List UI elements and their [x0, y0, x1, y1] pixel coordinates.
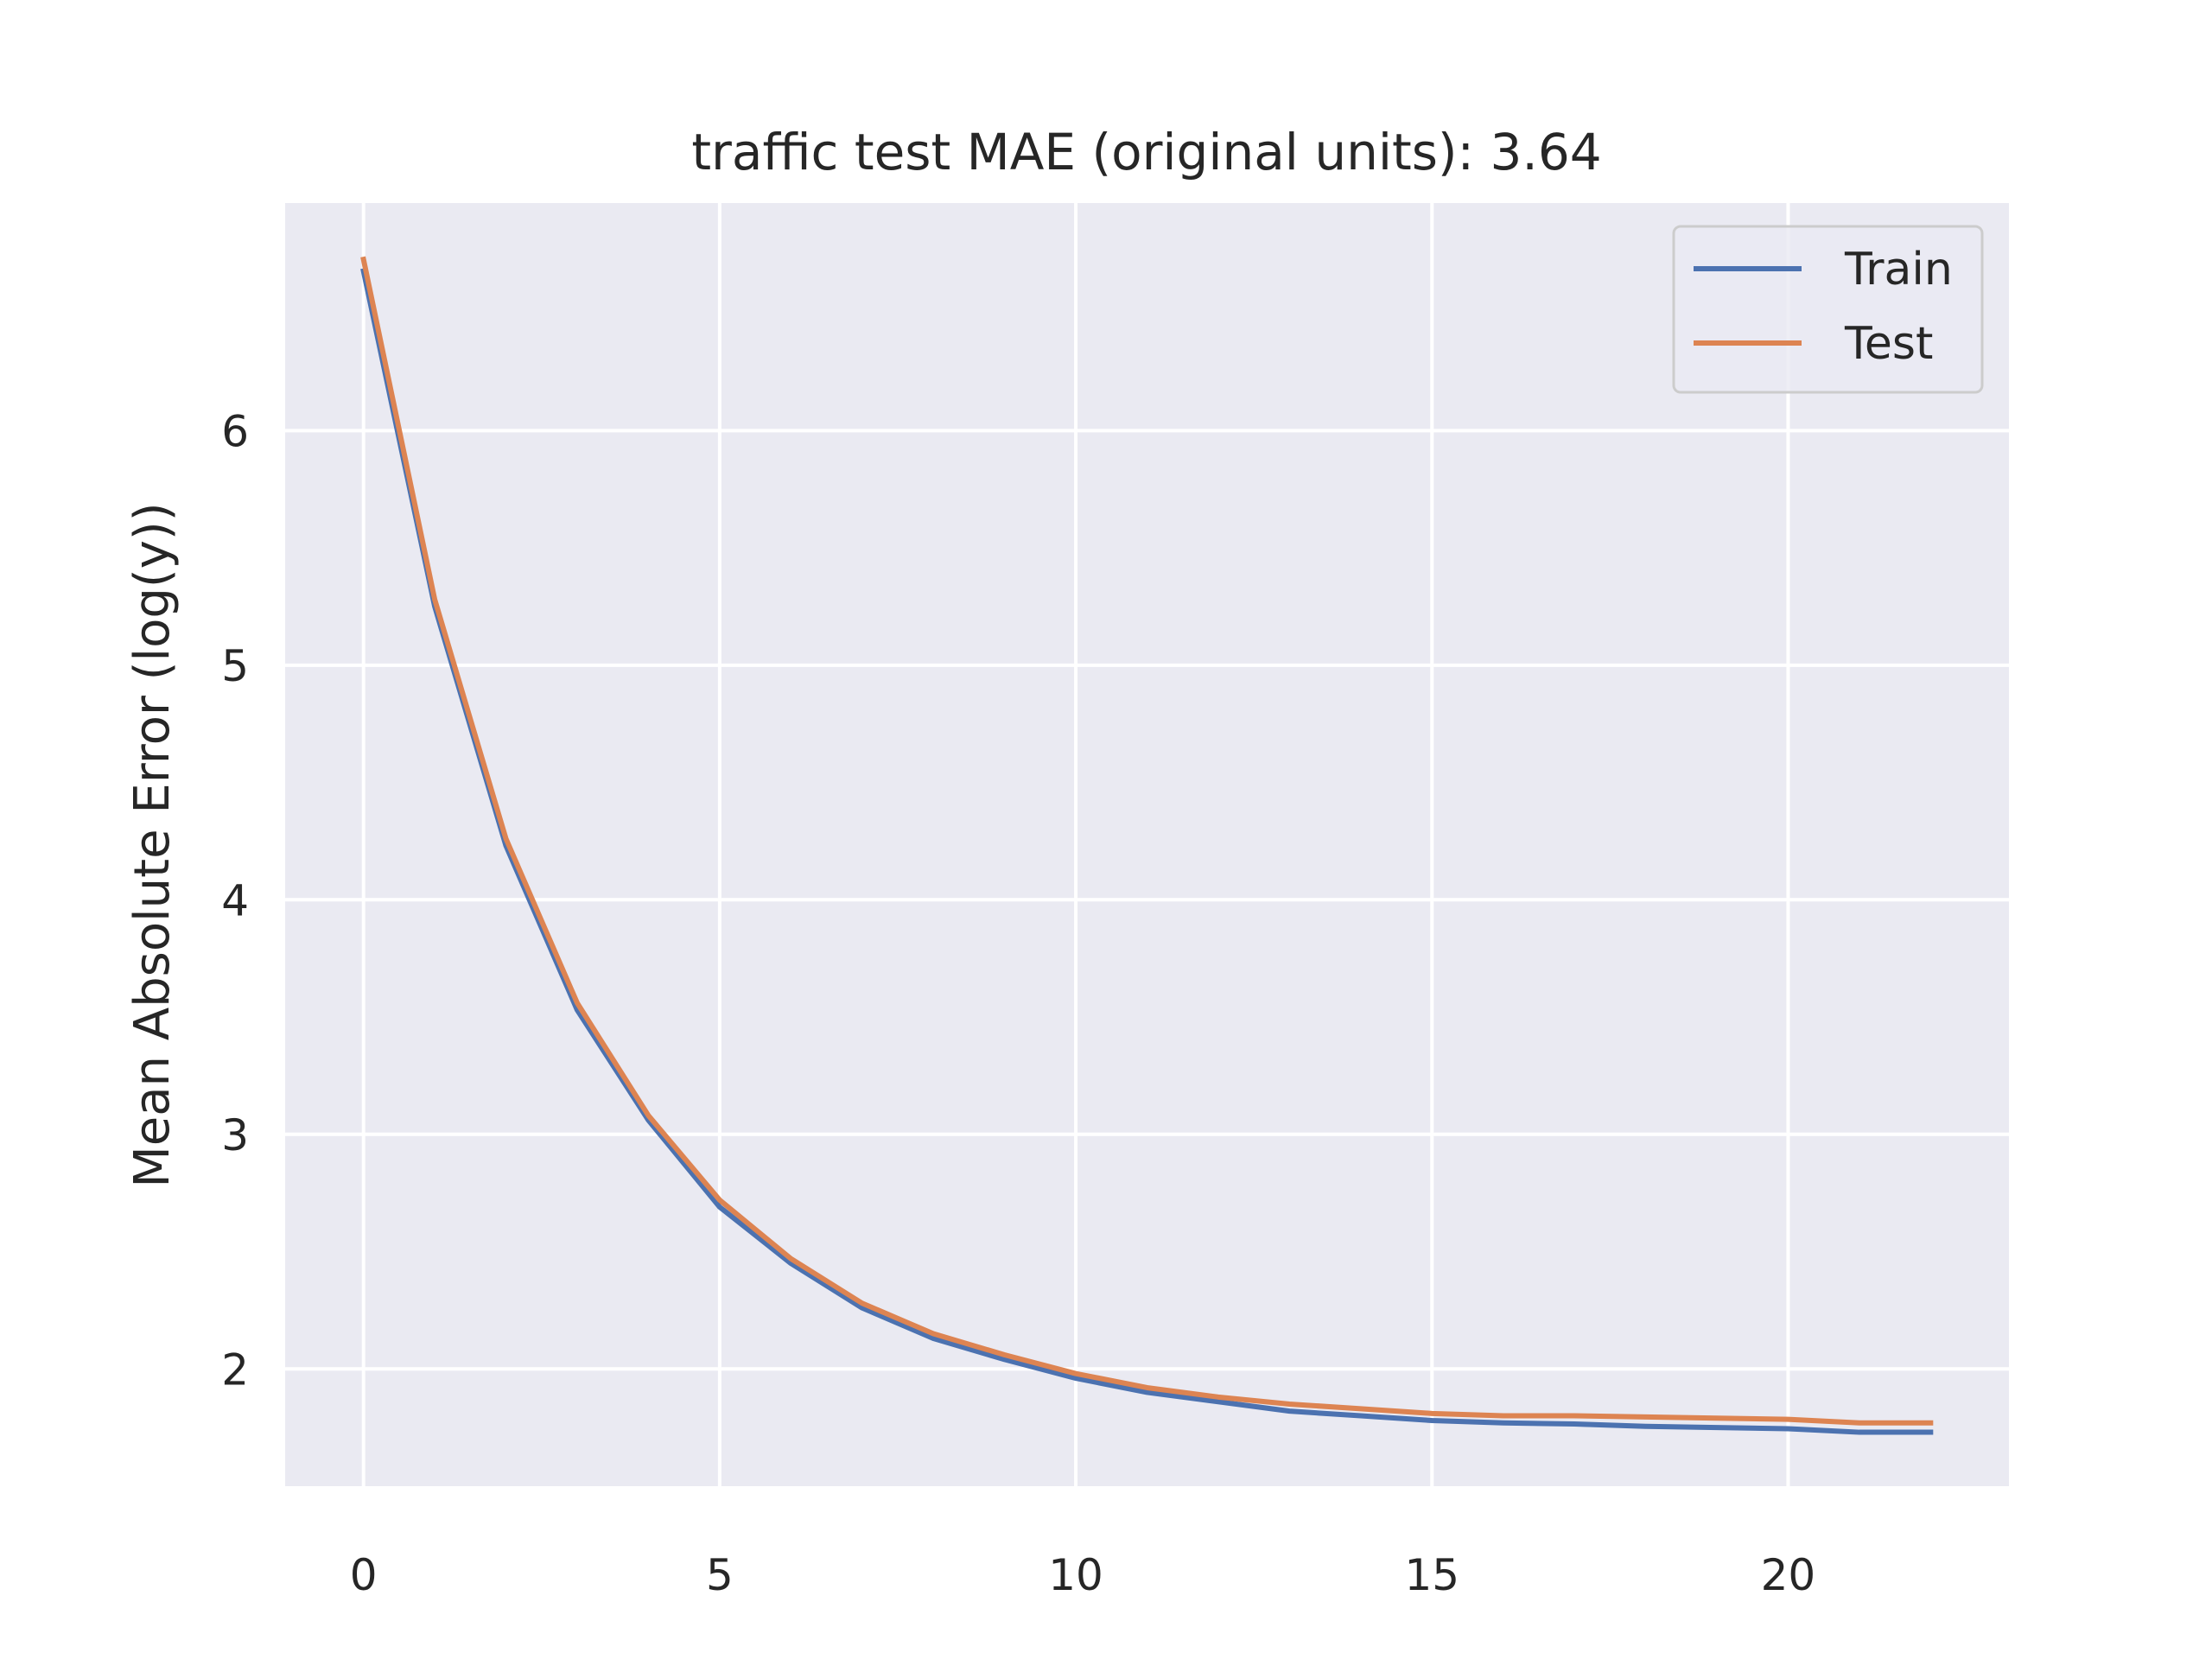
- legend: Train Test: [1672, 225, 1984, 394]
- x-tick-labels: 0 5 10 15 20: [350, 1550, 1815, 1600]
- y-tick-label: 4: [221, 875, 249, 925]
- legend-label-test: Test: [1844, 318, 1933, 370]
- series-layer: [360, 256, 1934, 1435]
- y-tick-labels: 2 3 4 5 6: [221, 406, 249, 1395]
- x-tick-label: 0: [350, 1550, 378, 1600]
- grid: [285, 203, 2009, 1486]
- y-tick-label: 5: [221, 641, 249, 691]
- y-axis-label: Mean Absolute Error (log(y)): [124, 502, 181, 1187]
- y-tick-label: 2: [221, 1344, 249, 1395]
- chart-title: traffic test MAE (original units): 3.64: [691, 123, 1601, 181]
- x-tick-label: 20: [1761, 1550, 1816, 1600]
- y-tick-label: 3: [221, 1110, 249, 1160]
- legend-label-train: Train: [1844, 244, 1953, 296]
- x-tick-label: 10: [1048, 1550, 1103, 1600]
- y-tick-label: 6: [221, 406, 249, 456]
- series-line-test: [360, 256, 1934, 1426]
- plot-area: [285, 203, 2009, 1486]
- series-line-train: [360, 268, 1934, 1435]
- x-tick-label: 15: [1404, 1550, 1459, 1600]
- x-tick-label: 5: [706, 1550, 734, 1600]
